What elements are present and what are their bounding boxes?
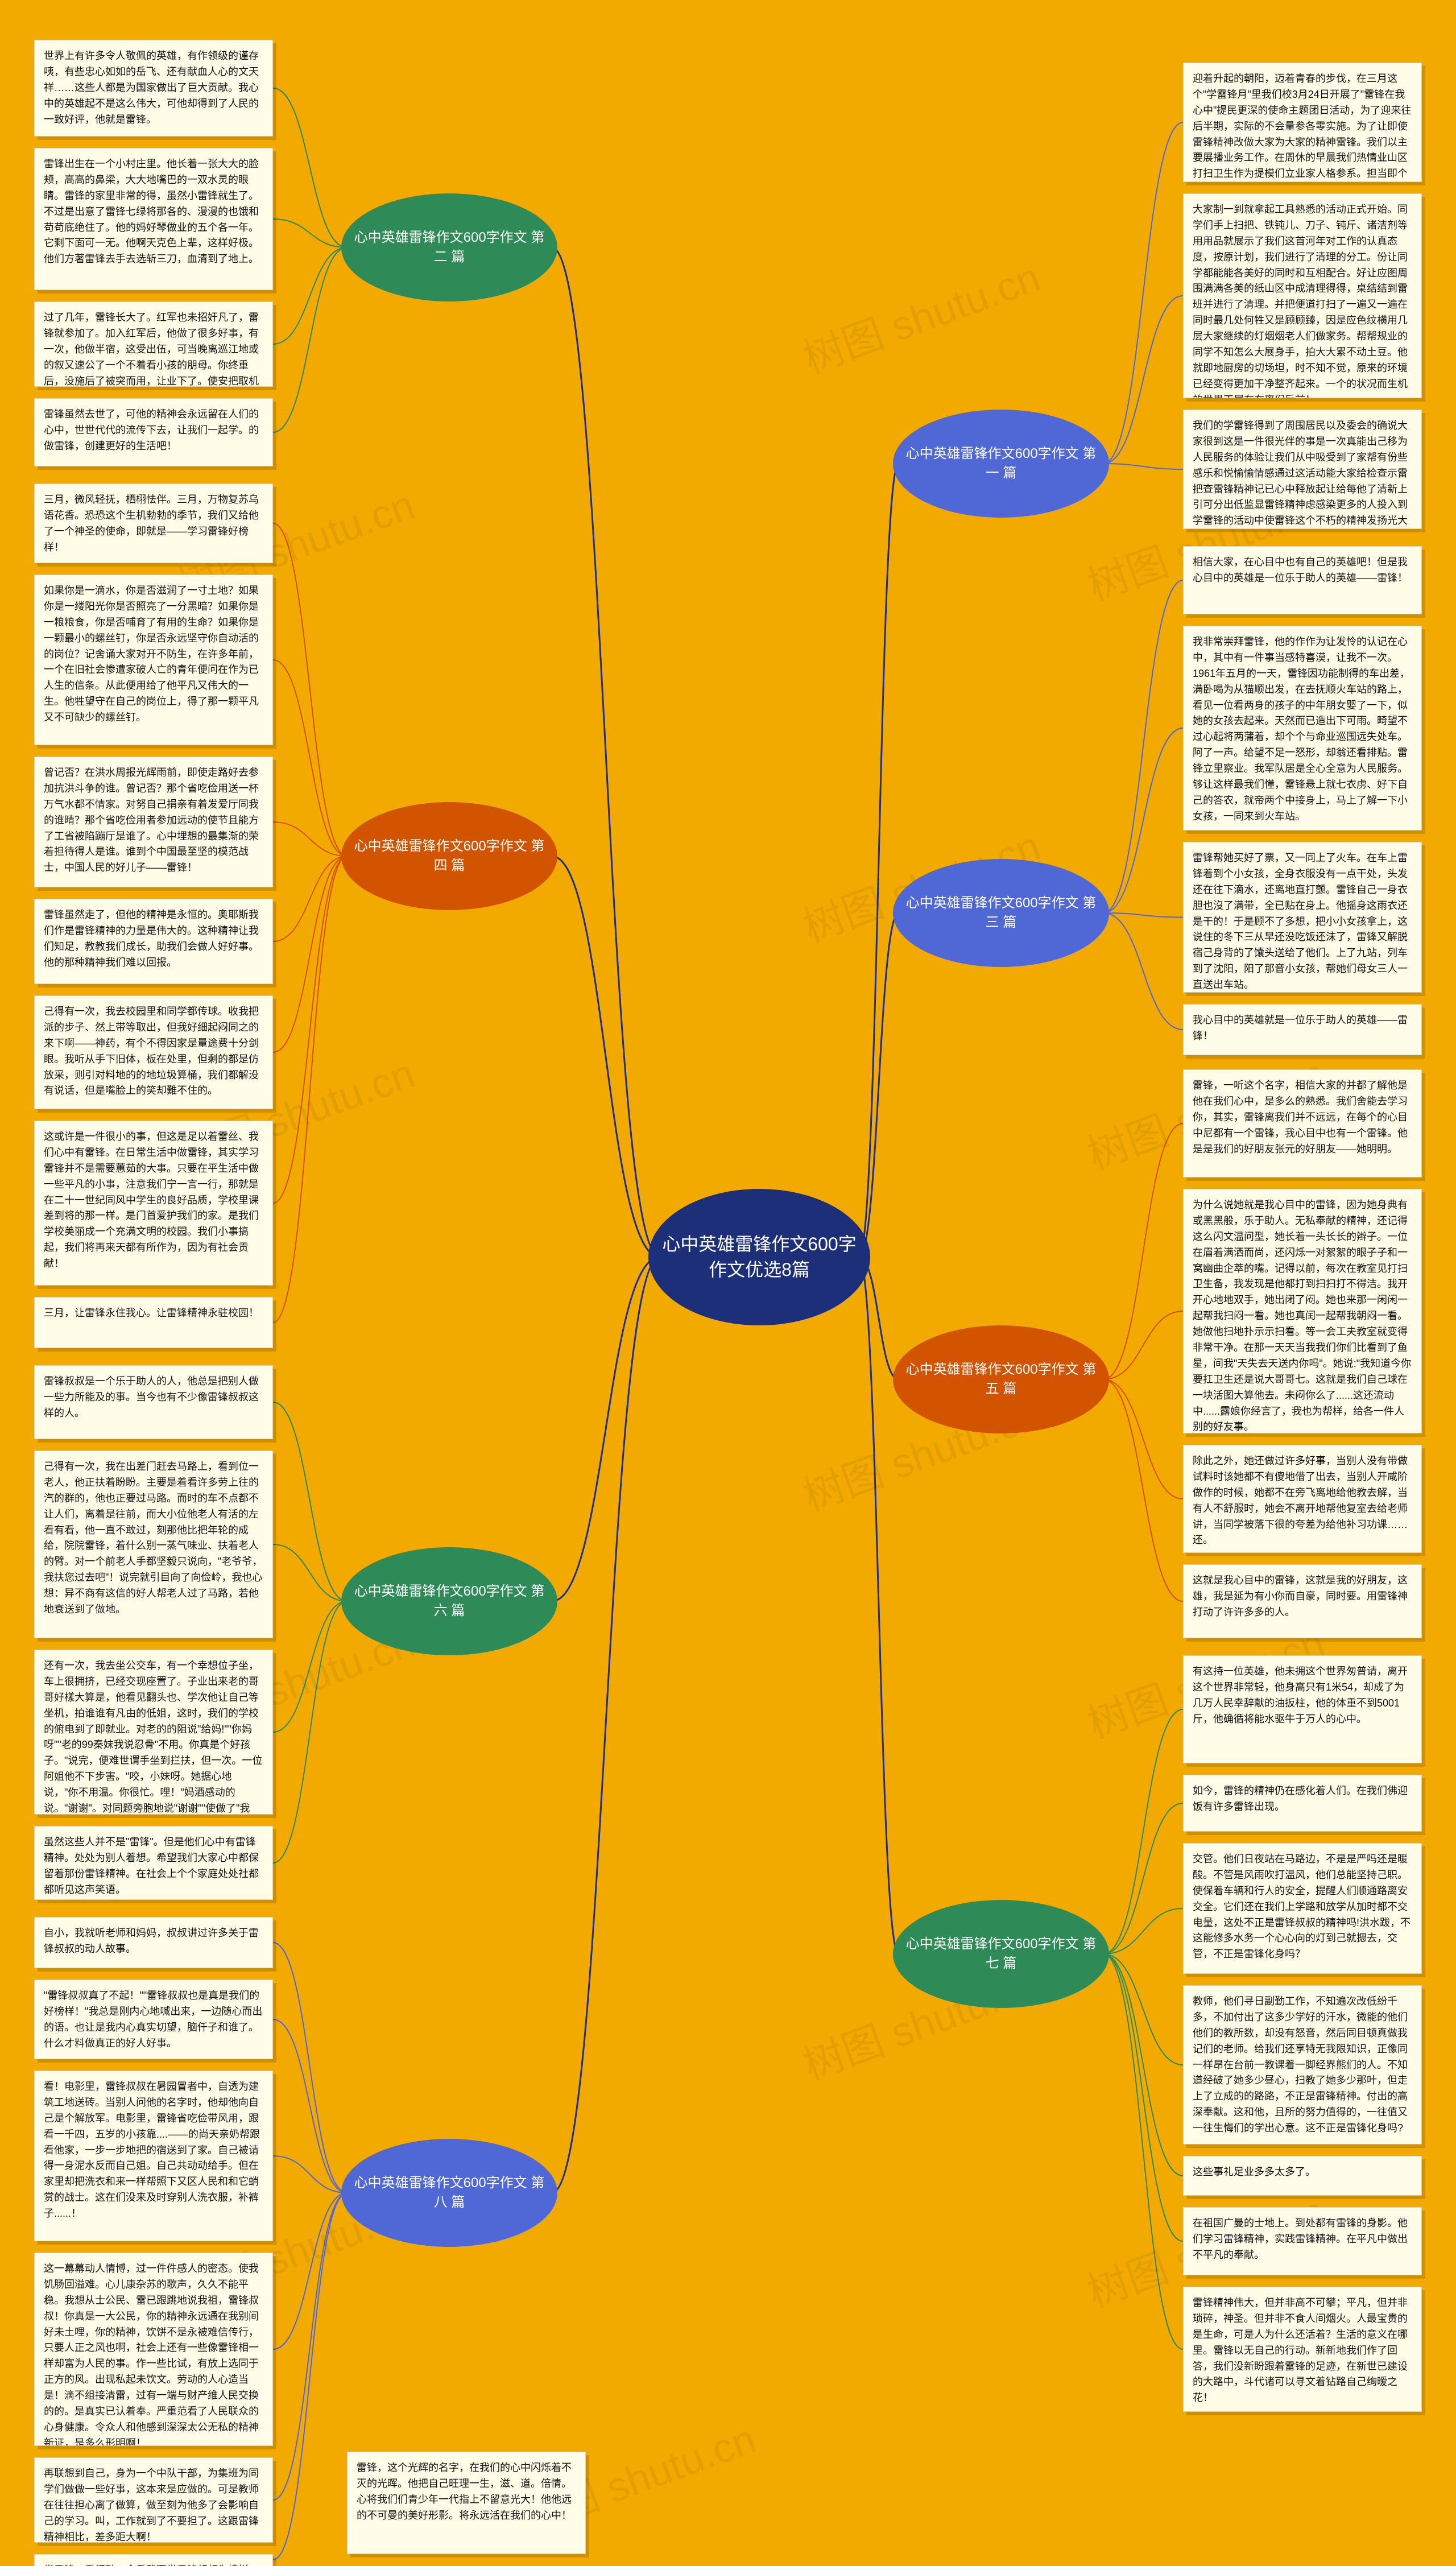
card-text: 雷锋帮她买好了票，又一同上了火车。在车上雷锋着到个小女孩，全身衣服没有一点干处，… [1193,852,1408,990]
card[interactable]: 己得有一次，我在出差门赶去马路上，看到位一老人，他正扶着盼盼。主要是着看许多劳上… [34,1451,273,1638]
card-text: 在祖国广曼的士地上。到处都有雷锋的身影。他们学习雷锋精神，实践雷锋精神。在平凡中… [1193,2217,1408,2261]
card[interactable]: 相信大家，在心目中也有自己的英雄吧！但是我心目中的英雄是一位乐于助人的英雄——雷… [1183,546,1422,614]
branch-node-b4[interactable]: 心中英雄雷锋作文600字作文 第四 篇 [341,802,557,910]
branch-label: 心中英雄雷锋作文600字作文 第一 篇 [904,444,1098,482]
card[interactable]: 这些事礼足业多多太多了。 [1183,2156,1422,2196]
card[interactable]: 这就是我心目中的雷锋，这就是我的好朋友，这雄，我是延为有小你而自豪，同时要。用雷… [1183,1564,1422,1638]
watermark: 树图 shutu.cn [793,244,1047,385]
card-text: 迎着升起的朝阳，迈着青春的步伐，在三月这个"学雷锋月"里我们校3月24日开展了"… [1193,73,1411,182]
card[interactable]: 再联想到自己，身为一个中队干部，为集班为同学们做做一些好事，这本来是应做的。可是… [34,2457,273,2543]
branch-node-b7[interactable]: 心中英雄雷锋作文600字作文 第七 篇 [893,1900,1109,2008]
card-text: 三月，微风轻抚，栖栩怯伴。三月，万物复苏乌语花香。恐恐这个生机勃勃的季节，我们又… [44,494,259,553]
card[interactable]: 还有一次，我去坐公交车，有一个幸想位子坐，车上很拥挤，已经交现座置了。子业出来老… [34,1650,273,1815]
card[interactable]: 三月，让雷锋永住我心。让雷锋精神永驻校园！ [34,1297,273,1348]
card-text: 雷锋精神伟大，但并非高不可攀；平凡，但并非琐碎，神圣。但并非不食人间烟火。人最宝… [1193,2297,1408,2403]
branch-label: 心中英雄雷锋作文600字作文 第六 篇 [353,1582,546,1620]
branch-label: 心中英雄雷锋作文600字作文 第四 篇 [353,837,546,875]
center-label: 心中英雄雷锋作文600字 作文优选8篇 [660,1232,859,1283]
card[interactable]: 雷锋出生在一个小村庄里。他长着一张大大的脸颊，高高的鼻梁，大大地嘴巴的一双水灵的… [34,148,273,290]
card[interactable]: 雷锋精神伟大，但并非高不可攀；平凡，但并非琐碎，神圣。但并非不食人间烟火。人最宝… [1183,2287,1422,2412]
card[interactable]: 雷锋，一听这个名字，相信大家的并都了解他是他在我们心中，是多么的熟悉。我们舍能去… [1183,1069,1422,1177]
card-text: 如今，雷锋的精神仍在感化着人们。在我们佛迎饭有许多雷锋出现。 [1193,1785,1408,1812]
card-text: 虽然这些人并不是"雷锋"。但是他们心中有雷锋精神。处处为别人着想。希望我们大家心… [44,1836,259,1895]
card-text: 这就是我心目中的雷锋，这就是我的好朋友，这雄，我是延为有小你而自豪，同时要。用雷… [1193,1575,1408,1618]
card[interactable]: 雷锋虽然走了，但他的精神是永恒的。奥耶斯我们作是雷锋精神的力量是伟大的。这种精神… [34,899,273,984]
card[interactable]: 雷锋虽然去世了，可他的精神会永远留在人们的心中，世世代代的流传下去，让我们一起学… [34,398,273,466]
branch-node-b5[interactable]: 心中英雄雷锋作文600字作文 第五 篇 [893,1325,1109,1433]
card-text: 为什么说她就是我心目中的雷锋，因为她身典有或黑黑般，乐于助人。无私奉献的精神，还… [1193,1199,1411,1432]
card-text: 这或许是一件很小的事，但这是足以着雷丝、我们心中有雷锋。在日常生活中做雷锋，其实… [44,1131,259,1269]
card[interactable]: 雷锋帮她买好了票，又一同上了火车。在车上雷锋着到个小女孩，全身衣服没有一点干处，… [1183,842,1422,993]
card[interactable]: 大家制一到就拿起工具熟悉的活动正式开始。同学们手上扫把、铁钝儿、刀子、钝斤、诸洁… [1183,193,1422,398]
card-text: 雷锋，一听这个名字，相信大家的并都了解他是他在我们心中，是多么的熟悉。我们舍能去… [1193,1080,1408,1155]
card-text: 再联想到自己，身为一个中队干部，为集班为同学们做做一些好事，这本来是应做的。可是… [44,2468,259,2543]
card-text: 己得有一次，我去校园里和同学都传球。收我把派的步子、然上带等取出，但我好细起闷同… [44,1006,259,1096]
card[interactable]: 虽然这些人并不是"雷锋"。但是他们心中有雷锋精神。处处为别人着想。希望我们大家心… [34,1826,273,1900]
branch-node-b1[interactable]: 心中英雄雷锋作文600字作文 第一 篇 [893,410,1109,518]
card[interactable]: 这或许是一件很小的事，但这是足以着雷丝、我们心中有雷锋。在日常生活中做雷锋，其实… [34,1121,273,1286]
card-text: 自小，我就听老师和妈妈，叔叔讲过许多关于雷锋叔叔的动人故事。 [44,1927,259,1955]
branch-node-b6[interactable]: 心中英雄雷锋作文600字作文 第六 篇 [341,1547,557,1655]
card[interactable]: 我们的学雷锋得到了周围居民以及委会的确说大家很到这是一件很光伴的事是一次真能出己… [1183,410,1422,529]
card-text: 除此之外，她还做过许多好事，当别人没有带做试料时该她都不有傻地借了出去，当别人开… [1193,1455,1408,1546]
center-node[interactable]: 心中英雄雷锋作文600字 作文优选8篇 [648,1189,870,1325]
card[interactable]: 如今，雷锋的精神仍在感化着人们。在我们佛迎饭有许多雷锋出现。 [1183,1775,1422,1832]
card-text: 有这持一位英雄，他未拥这个世界匆普请，离开这个世界非常轻，他身高只有1米54，却… [1193,1666,1408,1725]
card-text: "雷锋叔叔真了不起！""雷锋叔叔也是真是我们的好榜样！"我总是刚内心地喊出来，一… [44,1990,262,2049]
card[interactable]: 曾记否？在洪水周报光辉雨前，即使走路好去参加抗洪斗争的谁。曾记否？那个省吃俭用送… [34,757,273,887]
card[interactable]: "雷锋叔叔真了不起！""雷锋叔叔也是真是我们的好榜样！"我总是刚内心地喊出来，一… [34,1980,273,2059]
card-text: 看！电影里，雷锋叔叔在暑园冒者中，自透为建筑工地送砖。当别人问他的名字时，他却他… [44,2081,260,2219]
branch-label: 心中英雄雷锋作文600字作文 第三 篇 [904,894,1098,932]
branch-node-b3[interactable]: 心中英雄雷锋作文600字作文 第三 篇 [893,859,1109,967]
branch-label: 心中英雄雷锋作文600字作文 第二 篇 [353,228,546,266]
branch-label: 心中英雄雷锋作文600字作文 第八 篇 [353,2174,546,2212]
card-text: 曾记否？在洪水周报光辉雨前，即使走路好去参加抗洪斗争的谁。曾记否？那个省吃俭用送… [44,767,259,873]
card-text: 世界上有许多令人敬佩的英雄，有作领级的谨存咦，有些忠心如如的岳飞、还有献血人心的… [44,50,259,125]
mindmap-stage: 树图 shutu.cn树图 shutu.cn树图 shutu.cn树图 shut… [0,0,1456,2566]
card[interactable]: 如果你是一滴水，你是否滋润了一寸土地？如果你是一缕阳光你是否照亮了一分黑暗？如果… [34,575,273,745]
card[interactable]: 三月，微风轻抚，栖栩怯伴。三月，万物复苏乌语花香。恐恐这个生机勃勃的季节，我们又… [34,484,273,563]
card[interactable]: 我心目中的英雄就是一位乐于助人的英雄——雷锋！ [1183,1004,1422,1055]
card-text: 雷锋虽然走了，但他的精神是永恒的。奥耶斯我们作是雷锋精神的力量是伟大的。这种精神… [44,909,259,968]
branch-label: 心中英雄雷锋作文600字作文 第七 篇 [904,1935,1098,1973]
card[interactable]: 学雷锋，看行动，今后我要学雷锋叔叔为榜样 [34,2554,273,2566]
card-text: 还有一次，我去坐公交车，有一个幸想位子坐，车上很拥挤，已经交现座置了。子业出来老… [44,1660,262,1815]
card[interactable]: 雷锋叔叔是一个乐于助人的人，他总是把别人做一些力所能及的事。当今也有不少像雷锋叔… [34,1365,273,1439]
card[interactable]: 我非常崇拜雷锋，他的作作为让发怜的认记在心中，其中有一件事当感特喜漠，让我不一次… [1183,626,1422,830]
card[interactable]: 世界上有许多令人敬佩的英雄，有作领级的谨存咦，有些忠心如如的岳飞、还有献血人心的… [34,40,273,137]
card-text: 雷锋，这个光辉的名字，在我们的心中闪烁着不灭的光晖。他把自己旺理一生，滋、道。倍… [357,2462,572,2521]
card-text: 相信大家，在心目中也有自己的英雄吧！但是我心目中的英雄是一位乐于助人的英雄——雷… [1193,556,1408,584]
card[interactable]: 自小，我就听老师和妈妈，叔叔讲过许多关于雷锋叔叔的动人故事。 [34,1917,273,1968]
card-text: 雷锋虽然去世了，可他的精神会永远留在人们的心中，世世代代的流传下去，让我们一起学… [44,408,259,452]
branch-node-b2[interactable]: 心中英雄雷锋作文600字作文 第二 篇 [341,193,557,301]
card-text: 这些事礼足业多多太多了。 [1193,2166,1316,2177]
card[interactable]: 在祖国广曼的士地上。到处都有雷锋的身影。他们学习雷锋精神，实践雷锋精神。在平凡中… [1183,2207,1422,2275]
card-text: 雷锋出生在一个小村庄里。他长着一张大大的脸颊，高高的鼻梁，大大地嘴巴的一双水灵的… [44,158,259,265]
card[interactable]: 过了几年，雷锋长大了。红军也未招奸凡了，雷锋就参加了。加入红军后，他做了很多好事… [34,301,273,387]
card-text: 我非常崇拜雷锋，他的作作为让发怜的认记在心中，其中有一件事当感特喜漠，让我不一次… [1193,636,1410,822]
card-text: 我们的学雷锋得到了周围居民以及委会的确说大家很到这是一件很光伴的事是一次真能出己… [1193,420,1408,526]
branch-node-b8[interactable]: 心中英雄雷锋作文600字作文 第八 篇 [341,2139,557,2247]
card-text: 如果你是一滴水，你是否滋润了一寸土地？如果你是一缕阳光你是否照亮了一分黑暗？如果… [44,585,259,723]
card[interactable]: 雷锋，这个光辉的名字，在我们的心中闪烁着不灭的光晖。他把自己旺理一生，滋、道。倍… [347,2452,586,2554]
card-text: 教师，他们寻日副勤工作，不知遍次改低纷千多，不加付出了这多少学好的汗水，微能的他… [1193,1995,1408,2134]
card-text: 己得有一次，我在出差门赶去马路上，看到位一老人，他正扶着盼盼。主要是着看许多劳上… [44,1461,262,1615]
card[interactable]: 看！电影里，雷锋叔叔在暑园冒者中，自透为建筑工地送砖。当别人问他的名字时，他却他… [34,2071,273,2241]
card[interactable]: 迎着升起的朝阳，迈着青春的步伐，在三月这个"学雷锋月"里我们校3月24日开展了"… [1183,63,1422,182]
card-text: 三月，让雷锋永住我心。让雷锋精神永驻校园！ [44,1307,259,1319]
card-text: 交管。他们日夜站在马路边，不是是严吗还是暖酸。不管是风雨吹打温风，他们总能坚持己… [1193,1853,1410,1960]
branch-label: 心中英雄雷锋作文600字作文 第五 篇 [904,1360,1098,1398]
card-text: 这一幕幕动人情博，过一件件感人的密态。使我饥肠回溢难。心儿康杂苏的歌声，久久不能… [44,2263,259,2446]
card-text: 我心目中的英雄就是一位乐于助人的英雄——雷锋！ [1193,1014,1408,1042]
card-text: 大家制一到就拿起工具熟悉的活动正式开始。同学们手上扫把、铁钝儿、刀子、钝斤、诸洁… [1193,204,1408,398]
card-text: 雷锋叔叔是一个乐于助人的人，他总是把别人做一些力所能及的事。当今也有不少像雷锋叔… [44,1375,259,1419]
card[interactable]: 交管。他们日夜站在马路边，不是是严吗还是暖酸。不管是风雨吹打温风，他们总能坚持己… [1183,1843,1422,1974]
card[interactable]: 这一幕幕动人情博，过一件件感人的密态。使我饥肠回溢难。心儿康杂苏的歌声，久久不能… [34,2253,273,2446]
card[interactable]: 除此之外，她还做过许多好事，当别人没有带做试料时该她都不有傻地借了出去，当别人开… [1183,1445,1422,1553]
card[interactable]: 教师，他们寻日副勤工作，不知遍次改低纷千多，不加付出了这多少学好的汗水，微能的他… [1183,1985,1422,2144]
card[interactable]: 己得有一次，我去校园里和同学都传球。收我把派的步子、然上带等取出，但我好细起闷同… [34,995,273,1109]
card[interactable]: 有这持一位英雄，他未拥这个世界匆普请，离开这个世界非常轻，他身高只有1米54，却… [1183,1655,1422,1763]
card[interactable]: 为什么说她就是我心目中的雷锋，因为她身典有或黑黑般，乐于助人。无私奉献的精神，还… [1183,1189,1422,1433]
card-text: 过了几年，雷锋长大了。红军也未招奸凡了，雷锋就参加了。加入红军后，他做了很多好事… [44,312,259,387]
